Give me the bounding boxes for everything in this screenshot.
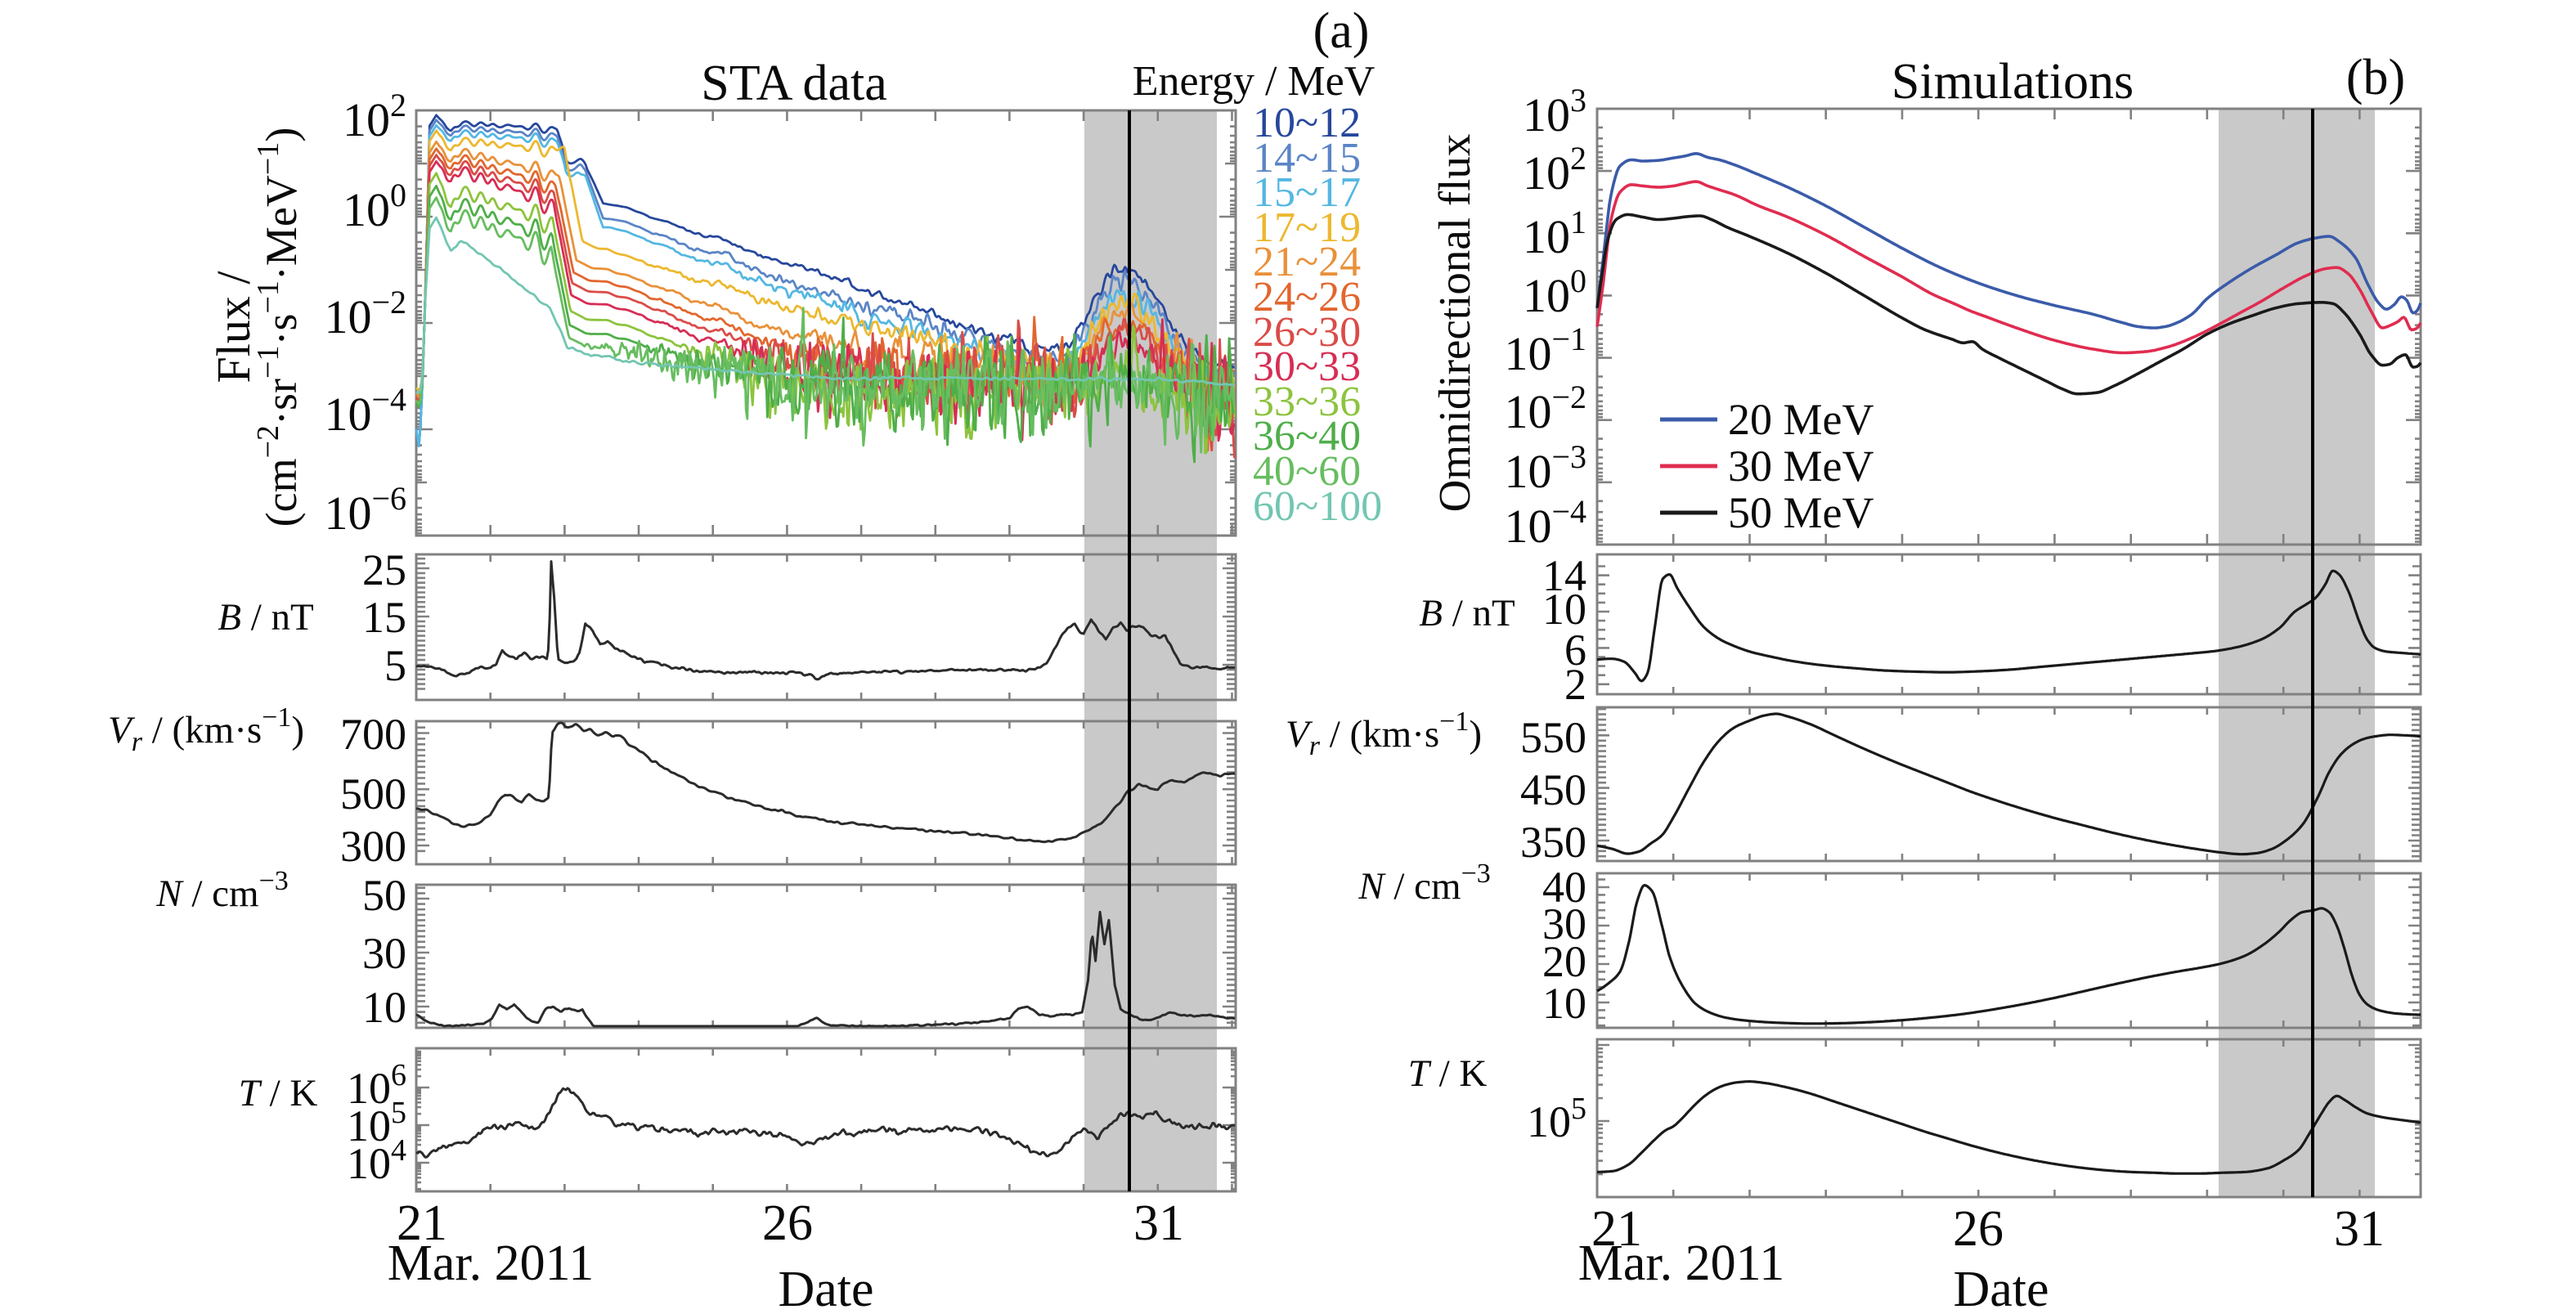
svg-text:14~15: 14~15	[1253, 135, 1361, 182]
svg-text:26: 26	[762, 1195, 813, 1251]
svg-text:T / K: T / K	[239, 1072, 318, 1114]
svg-text:50: 50	[362, 871, 406, 920]
svg-text:10−1: 10−1	[1504, 321, 1586, 380]
svg-text:STA data: STA data	[701, 56, 887, 111]
svg-text:105: 105	[1527, 1092, 1586, 1146]
svg-text:103: 103	[1523, 82, 1586, 141]
svg-text:10~12: 10~12	[1253, 100, 1361, 146]
svg-text:10−4: 10−4	[1504, 493, 1586, 553]
svg-text:21: 21	[1591, 1201, 1642, 1257]
svg-text:40~60: 40~60	[1253, 448, 1361, 495]
svg-text:100: 100	[1523, 262, 1586, 322]
svg-text:30~33: 30~33	[1253, 343, 1361, 390]
svg-text:350: 350	[1520, 818, 1586, 867]
svg-text:(a): (a)	[1313, 3, 1370, 59]
svg-text:102: 102	[1523, 140, 1586, 200]
svg-text:550: 550	[1520, 713, 1586, 762]
svg-text:24~26: 24~26	[1253, 274, 1361, 321]
svg-text:33~36: 33~36	[1253, 379, 1361, 425]
svg-text:700: 700	[340, 710, 406, 759]
svg-text:21: 21	[397, 1195, 447, 1251]
svg-text:N / cm−3: N / cm−3	[1358, 859, 1491, 908]
svg-text:5: 5	[384, 641, 406, 690]
svg-text:Date: Date	[1953, 1262, 2049, 1310]
svg-text:100: 100	[343, 177, 406, 236]
svg-text:Simulations: Simulations	[1892, 54, 2134, 110]
svg-text:10−2: 10−2	[324, 284, 406, 343]
svg-text:450: 450	[1520, 765, 1586, 814]
svg-text:14: 14	[1542, 551, 1586, 600]
svg-text:6: 6	[1564, 626, 1586, 675]
svg-text:105: 105	[347, 1096, 406, 1150]
svg-text:(cm−2·sr−1·s−1·MeV−1): (cm−2·sr−1·s−1·MeV−1)	[251, 128, 306, 527]
svg-text:102: 102	[343, 87, 406, 146]
svg-text:500: 500	[340, 769, 406, 818]
svg-text:31: 31	[1133, 1195, 1184, 1251]
svg-text:N / cm−3: N / cm−3	[155, 866, 289, 915]
svg-text:60~100: 60~100	[1253, 483, 1382, 530]
svg-text:30: 30	[362, 929, 406, 978]
svg-text:40: 40	[1542, 863, 1586, 912]
svg-text:Vr / (km·s−1): Vr / (km·s−1)	[108, 702, 304, 757]
svg-text:26: 26	[1953, 1201, 2004, 1257]
svg-text:B / nT: B / nT	[1419, 592, 1515, 635]
svg-text:Omnidirectional flux: Omnidirectional flux	[1429, 134, 1479, 513]
svg-text:31: 31	[2334, 1201, 2385, 1257]
svg-text:Vr / (km·s−1): Vr / (km·s−1)	[1286, 706, 1482, 761]
svg-text:10−4: 10−4	[324, 381, 406, 441]
svg-text:101: 101	[1523, 204, 1586, 263]
svg-text:300: 300	[340, 822, 406, 871]
svg-text:20: 20	[1542, 937, 1586, 986]
svg-text:Mar. 2011: Mar. 2011	[388, 1236, 595, 1291]
svg-text:20 MeV: 20 MeV	[1728, 395, 1874, 444]
svg-text:T / K: T / K	[1408, 1052, 1488, 1095]
svg-text:10: 10	[362, 983, 406, 1032]
svg-text:104: 104	[347, 1133, 406, 1188]
svg-text:Mar. 2011: Mar. 2011	[1578, 1236, 1785, 1291]
svg-text:Energy / MeV: Energy / MeV	[1133, 58, 1376, 105]
svg-text:10−6: 10−6	[324, 480, 406, 540]
svg-text:10: 10	[1542, 979, 1586, 1028]
svg-text:Flux /: Flux /	[207, 271, 260, 383]
svg-text:(b): (b)	[2346, 50, 2405, 105]
svg-text:Date: Date	[778, 1262, 873, 1310]
svg-text:2: 2	[1564, 660, 1586, 709]
svg-text:25: 25	[362, 545, 406, 594]
svg-text:30 MeV: 30 MeV	[1728, 442, 1874, 491]
svg-text:10−2: 10−2	[1504, 379, 1586, 438]
svg-text:36~40: 36~40	[1253, 413, 1361, 460]
svg-text:15~17: 15~17	[1253, 169, 1361, 216]
svg-text:30: 30	[1542, 899, 1586, 949]
svg-text:B / nT: B / nT	[218, 596, 314, 639]
svg-text:17~19: 17~19	[1253, 204, 1361, 251]
svg-text:15: 15	[362, 593, 406, 642]
svg-text:50 MeV: 50 MeV	[1728, 488, 1874, 537]
svg-text:26~30: 26~30	[1253, 309, 1361, 356]
svg-text:10: 10	[1542, 585, 1586, 634]
svg-text:10−3: 10−3	[1504, 438, 1586, 498]
svg-text:21~24: 21~24	[1253, 239, 1361, 285]
